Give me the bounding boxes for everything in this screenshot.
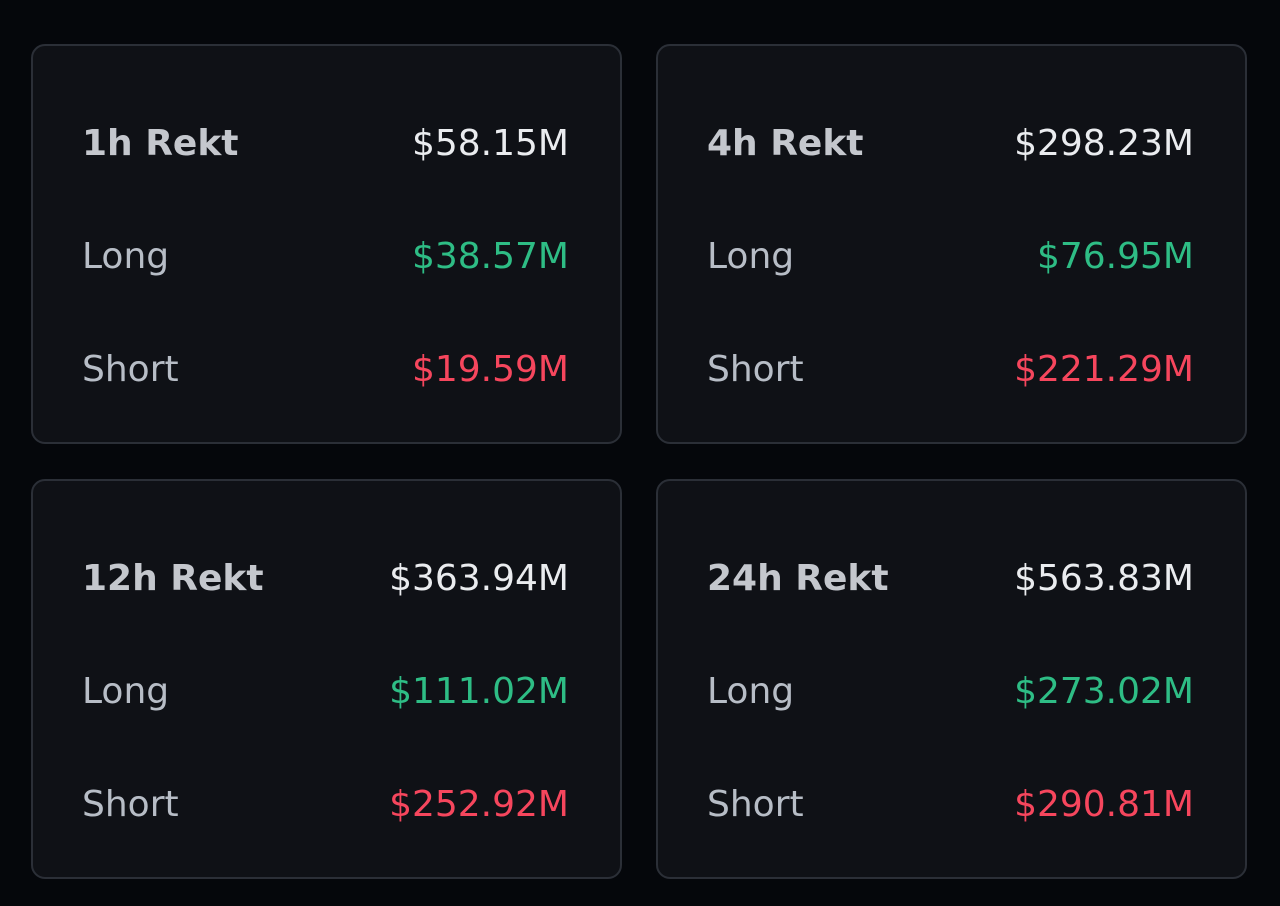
stat-row: 24h Rekt $563.83M	[707, 553, 1194, 603]
stat-label: Long	[707, 235, 795, 277]
short-value: $252.92M	[389, 783, 569, 825]
stat-label: Long	[82, 670, 170, 712]
stat-row: 4h Rekt $298.23M	[707, 118, 1194, 168]
stat-row: Long $111.02M	[82, 666, 569, 716]
total-value: $58.15M	[411, 122, 569, 164]
stat-label: Short	[707, 348, 804, 390]
total-value: $563.83M	[1014, 557, 1194, 599]
short-value: $19.59M	[411, 348, 569, 390]
total-value: $298.23M	[1014, 122, 1194, 164]
rekt-card: 12h Rekt $363.94M Long $111.02M Short $252.92…	[31, 479, 622, 879]
total-value: $363.94M	[389, 557, 569, 599]
card-title: 1h Rekt	[82, 122, 239, 164]
long-value: $38.57M	[411, 235, 569, 277]
stat-label: Long	[707, 670, 795, 712]
stat-label: Short	[707, 783, 804, 825]
stat-row: Short $19.59M	[82, 344, 569, 394]
rekt-card: 4h Rekt $298.23M Long $76.95M Short $221.29M	[656, 44, 1247, 444]
stat-row: Short $221.29M	[707, 344, 1194, 394]
short-value: $290.81M	[1014, 783, 1194, 825]
card-title: 4h Rekt	[707, 122, 864, 164]
stat-row: Long $76.95M	[707, 231, 1194, 281]
long-value: $76.95M	[1036, 235, 1194, 277]
stat-label: Long	[82, 235, 170, 277]
stat-row: Short $252.92M	[82, 779, 569, 829]
rekt-card: 24h Rekt $563.83M Long $273.02M Short $290.81…	[656, 479, 1247, 879]
long-value: $273.02M	[1014, 670, 1194, 712]
card-title: 12h Rekt	[82, 557, 264, 599]
stat-row: Long $273.02M	[707, 666, 1194, 716]
long-value: $111.02M	[389, 670, 569, 712]
stat-label: Short	[82, 348, 179, 390]
stat-row: 12h Rekt $363.94M	[82, 553, 569, 603]
stat-label: Short	[82, 783, 179, 825]
card-title: 24h Rekt	[707, 557, 889, 599]
short-value: $221.29M	[1014, 348, 1194, 390]
rekt-card: 1h Rekt $58.15M Long $38.57M Short $19.59M	[31, 44, 622, 444]
stat-row: 1h Rekt $58.15M	[82, 118, 569, 168]
stat-row: Short $290.81M	[707, 779, 1194, 829]
stat-row: Long $38.57M	[82, 231, 569, 281]
